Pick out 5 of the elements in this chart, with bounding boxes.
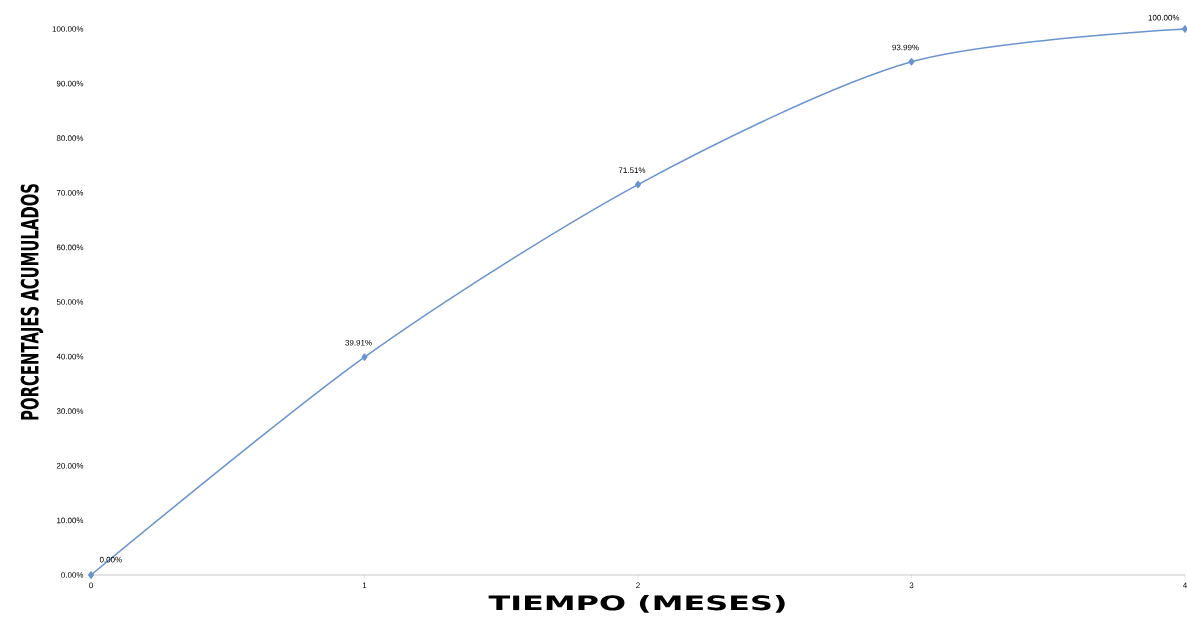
point: [88, 571, 95, 579]
y-axis-title: PORCENTAJES ACUMULADOS: [20, 184, 44, 420]
point: [361, 353, 368, 361]
point: [908, 58, 915, 66]
x-axis-title: TIEMPO (MESES): [488, 595, 785, 613]
